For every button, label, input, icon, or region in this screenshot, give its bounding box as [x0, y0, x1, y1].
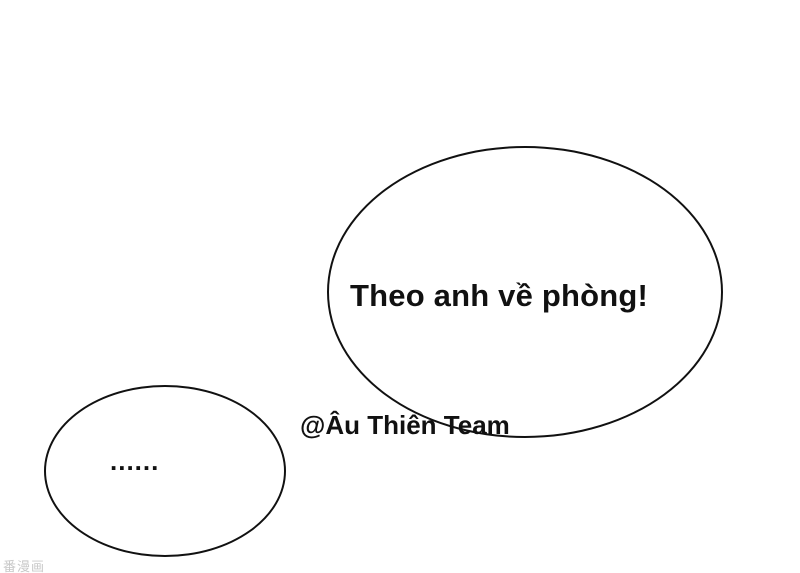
speech-bubble-large	[327, 146, 723, 438]
team-watermark: @Âu Thiên Team	[300, 410, 510, 440]
corner-watermark: 番漫画	[3, 559, 46, 573]
speech-text-large: Theo anh về phòng!	[350, 278, 649, 313]
speech-text-small: ......	[110, 446, 160, 476]
speech-bubble-small	[44, 385, 286, 557]
